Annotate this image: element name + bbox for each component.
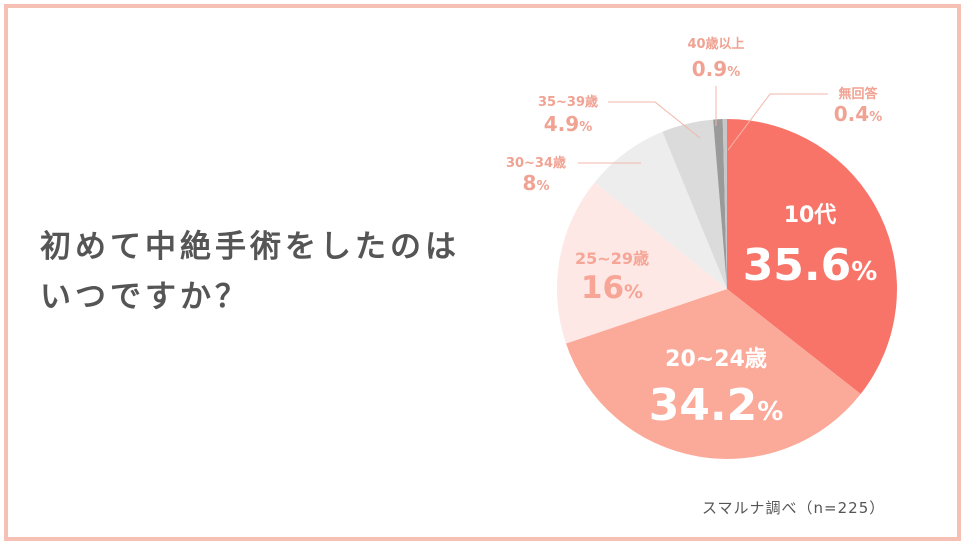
leader-line [608, 101, 701, 139]
slice-category-label: 25~29歳 [575, 249, 649, 268]
pie-slice [722, 119, 727, 289]
slice-value-label: 8% [523, 171, 550, 195]
slice-labels: 10代35.6%20~24歳34.2%25~29歳16%30~34歳8%35~3… [506, 36, 882, 431]
slice-value-label: 0.4% [834, 102, 882, 126]
source-note: スマルナ調べ（n=225） [702, 499, 886, 517]
pie-slice [557, 182, 727, 344]
slice-category-label: 20~24歳 [665, 347, 767, 372]
slice-category-label: 40歳以上 [687, 36, 744, 52]
slice-value-label: 0.9% [692, 57, 740, 81]
leader-lines [578, 86, 828, 164]
pie-slice [713, 119, 727, 290]
slice-category-label: 35~39歳 [538, 94, 598, 110]
pie-slices [557, 119, 897, 459]
slice-value-label: 4.9% [544, 112, 592, 136]
pie-slice [594, 131, 727, 289]
leader-line [727, 93, 828, 151]
slice-category-label: 無回答 [838, 86, 878, 102]
slice-category-label: 30~34歳 [506, 155, 566, 171]
pie-slice [662, 119, 727, 289]
slice-category-label: 10代 [784, 203, 837, 228]
pie-slice [565, 289, 861, 459]
question-line-2: いつですか？ [40, 279, 250, 315]
pie-slice [727, 119, 897, 395]
question-title: 初めて中絶手術をしたのは いつですか？ [40, 222, 460, 322]
question-line-1: 初めて中絶手術をしたのは [40, 229, 460, 265]
